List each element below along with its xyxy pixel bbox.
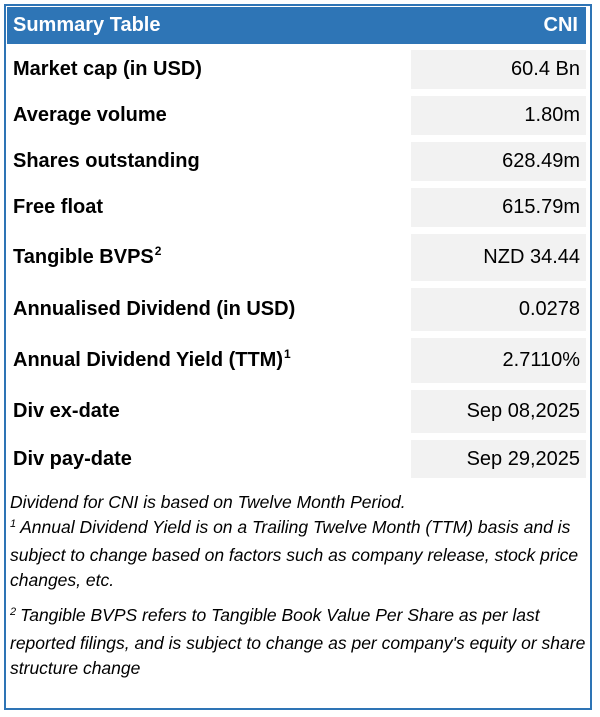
- row-value: 1.80m: [411, 96, 586, 135]
- footnote-1: 1 Annual Dividend Yield is on a Trailing …: [10, 517, 579, 590]
- table-row-dividend-yield: Annual Dividend Yield (TTM) 1 2.7110%: [7, 335, 586, 387]
- table-row-average-volume: Average volume 1.80m: [7, 93, 586, 139]
- row-label: Free float: [7, 185, 409, 230]
- row-value: 0.0278: [411, 288, 586, 331]
- table-row-div-pay-date: Div pay-date Sep 29,2025: [7, 437, 586, 482]
- footnote-marker: 2: [154, 243, 162, 258]
- footnote-2: 2 Tangible BVPS refers to Tangible Book V…: [10, 605, 586, 678]
- table-row-div-ex-date: Div ex-date Sep 08,2025: [7, 387, 586, 437]
- row-label: Annualised Dividend (in USD): [7, 285, 409, 334]
- row-label: Div pay-date: [7, 437, 409, 481]
- table-notes: Dividend for CNI is based on Twelve Mont…: [7, 490, 586, 681]
- footnote-marker: 2: [10, 606, 17, 618]
- ticker-label: CNI: [543, 14, 578, 36]
- row-value: 60.4 Bn: [411, 50, 586, 89]
- row-value: NZD 34.44: [411, 234, 586, 281]
- table-row-free-float: Free float 615.79m: [7, 185, 586, 231]
- table-header: Summary Table CNI: [7, 7, 586, 44]
- row-label: Market cap (in USD): [7, 47, 409, 92]
- table-row-market-cap: Market cap (in USD) 60.4 Bn: [7, 47, 586, 93]
- period-note: Dividend for CNI is based on Twelve Mont…: [10, 492, 406, 512]
- row-label: Annual Dividend Yield (TTM) 1: [7, 335, 409, 386]
- row-value: 628.49m: [411, 142, 586, 181]
- row-value: 2.7110%: [411, 338, 586, 383]
- table-row-shares-outstanding: Shares outstanding 628.49m: [7, 139, 586, 185]
- table-row-annualised-dividend: Annualised Dividend (in USD) 0.0278: [7, 285, 586, 335]
- row-label: Shares outstanding: [7, 139, 409, 184]
- row-value: 615.79m: [411, 188, 586, 227]
- footnote-marker: 1: [10, 518, 17, 530]
- table-row-tangible-bvps: Tangible BVPS 2 NZD 34.44: [7, 231, 586, 285]
- footnote-marker: 1: [284, 346, 291, 361]
- row-label: Average volume: [7, 93, 409, 138]
- row-label: Div ex-date: [7, 387, 409, 436]
- row-label: Tangible BVPS 2: [7, 231, 409, 284]
- row-value: Sep 29,2025: [411, 440, 586, 478]
- table-title: Summary Table: [13, 14, 161, 36]
- row-value: Sep 08,2025: [411, 390, 586, 433]
- summary-rows: Market cap (in USD) 60.4 Bn Average volu…: [7, 47, 586, 482]
